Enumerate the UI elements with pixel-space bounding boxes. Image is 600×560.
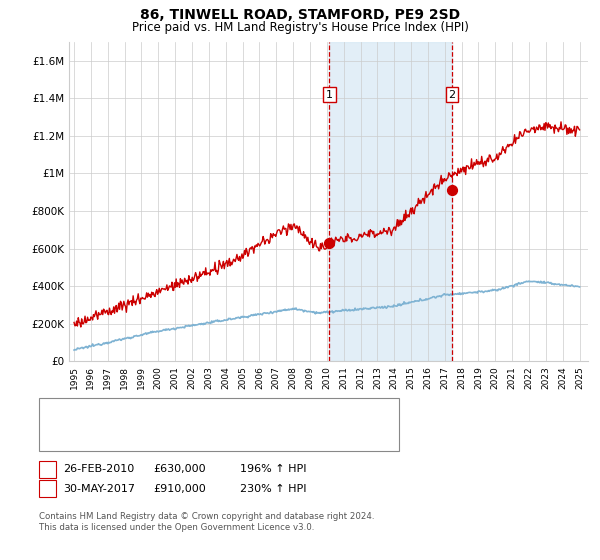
Bar	[329, 42, 452, 361]
Text: 230% ↑ HPI: 230% ↑ HPI	[240, 484, 307, 494]
Text: £910,000: £910,000	[153, 484, 206, 494]
Text: Contains HM Land Registry data © Crown copyright and database right 2024.
This d: Contains HM Land Registry data © Crown c…	[39, 512, 374, 532]
Text: ——: ——	[51, 427, 76, 441]
Text: 1: 1	[44, 464, 51, 474]
Text: 196% ↑ HPI: 196% ↑ HPI	[240, 464, 307, 474]
Text: 86, TINWELL ROAD, STAMFORD, PE9 2SD: 86, TINWELL ROAD, STAMFORD, PE9 2SD	[140, 8, 460, 22]
Text: £630,000: £630,000	[153, 464, 206, 474]
Text: HPI: Average price, detached house, South Kesteven: HPI: Average price, detached house, Sout…	[78, 429, 352, 439]
Text: 2: 2	[448, 90, 455, 100]
Text: Price paid vs. HM Land Registry's House Price Index (HPI): Price paid vs. HM Land Registry's House …	[131, 21, 469, 34]
Point	[325, 239, 334, 248]
Text: 30-MAY-2017: 30-MAY-2017	[63, 484, 135, 494]
Text: 26-FEB-2010: 26-FEB-2010	[63, 464, 134, 474]
Text: 2: 2	[44, 484, 51, 494]
Point	[447, 186, 457, 195]
Text: ——: ——	[51, 404, 76, 417]
Text: 86, TINWELL ROAD, STAMFORD, PE9 2SD (detached house): 86, TINWELL ROAD, STAMFORD, PE9 2SD (det…	[78, 405, 386, 416]
Text: 1: 1	[326, 90, 333, 100]
